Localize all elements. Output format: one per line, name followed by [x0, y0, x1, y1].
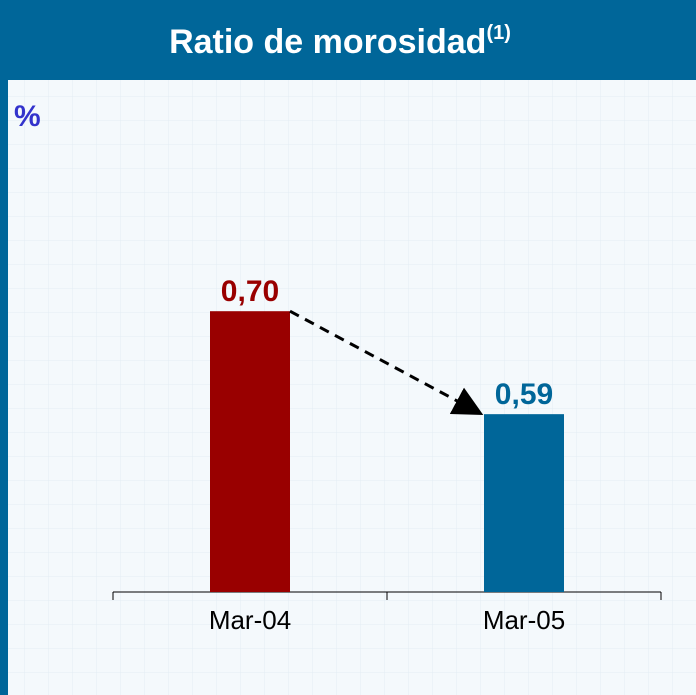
left-border: [0, 0, 8, 695]
header-bar: [0, 0, 696, 80]
x-tick-label: Mar-04: [209, 605, 291, 635]
value-label: 0,59: [495, 378, 553, 411]
x-tick-label: Mar-05: [483, 605, 565, 635]
title-text: Ratio de morosidad: [169, 23, 486, 61]
chart-title: Ratio de morosidad(1): [169, 22, 511, 61]
trend-arrow: [289, 309, 484, 415]
bar: [210, 311, 290, 592]
value-label: 0,70: [221, 275, 279, 308]
y-axis-label: %: [14, 100, 41, 133]
bar: [484, 414, 564, 592]
background-grid: [8, 80, 696, 695]
title-note: (1): [486, 22, 510, 44]
